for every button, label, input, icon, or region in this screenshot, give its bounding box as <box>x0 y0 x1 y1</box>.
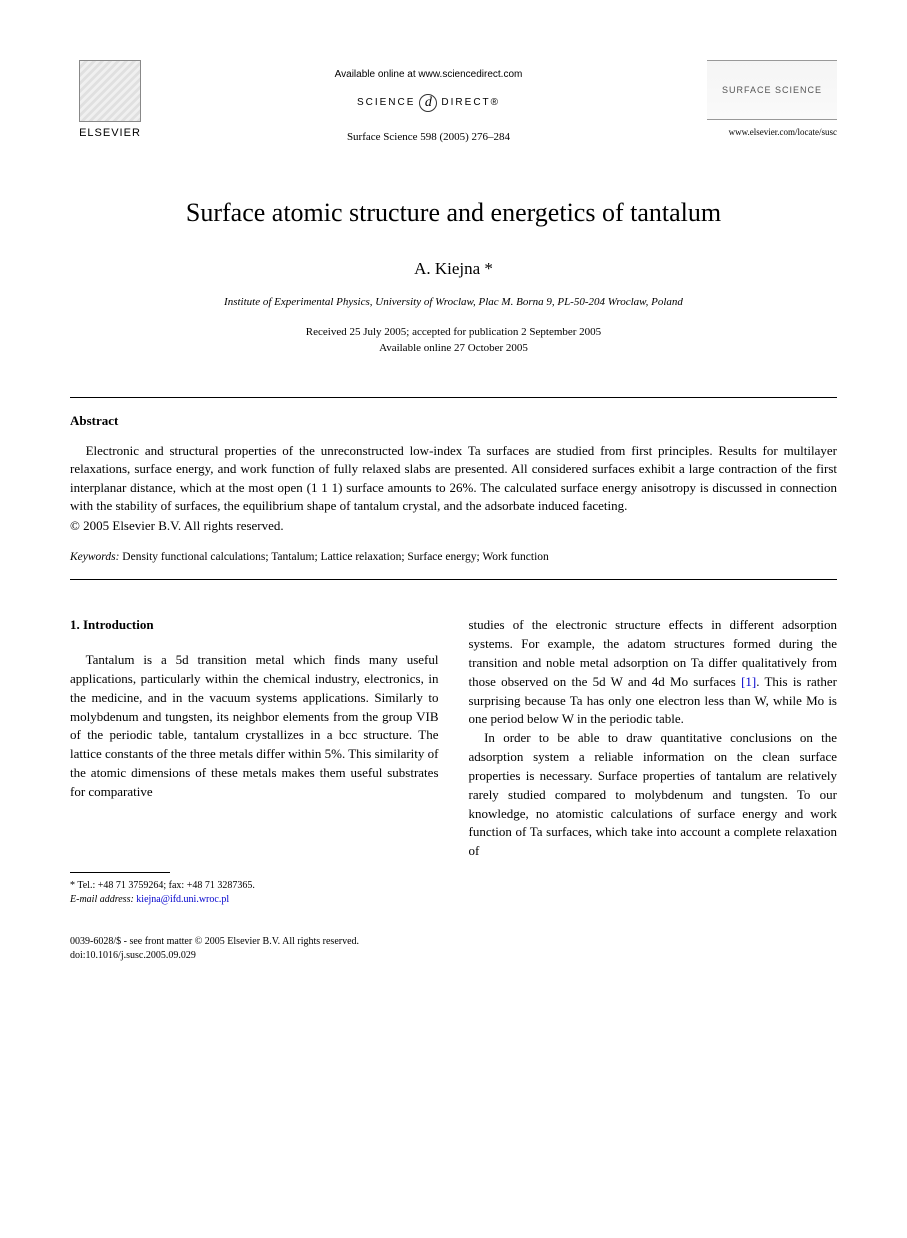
journal-box: SURFACE SCIENCE www.elsevier.com/locate/… <box>707 60 837 139</box>
affiliation: Institute of Experimental Physics, Unive… <box>70 295 837 310</box>
author-name: A. Kiejna * <box>70 257 837 281</box>
body-columns: 1. Introduction Tantalum is a 5d transit… <box>70 616 837 907</box>
email-link[interactable]: kiejna@ifd.uni.wroc.pl <box>136 894 229 905</box>
publisher-name: ELSEVIER <box>70 126 150 141</box>
corresponding-author-footnote: * Tel.: +48 71 3759264; fax: +48 71 3287… <box>70 879 439 907</box>
keywords-label: Keywords: <box>70 551 119 563</box>
footer-copyright: 0039-6028/$ - see front matter © 2005 El… <box>70 935 837 949</box>
sd-left: SCIENCE <box>357 96 415 110</box>
page-footer: 0039-6028/$ - see front matter © 2005 El… <box>70 935 837 963</box>
intro-paragraph-2: In order to be able to draw quantitative… <box>469 729 838 861</box>
journal-name: SURFACE SCIENCE <box>722 84 822 97</box>
email-label: E-mail address: <box>70 894 134 905</box>
email-line: E-mail address: kiejna@ifd.uni.wroc.pl <box>70 893 439 907</box>
keywords-text: Density functional calculations; Tantalu… <box>119 551 548 563</box>
intro-paragraph-1: Tantalum is a 5d transition metal which … <box>70 651 439 802</box>
available-online-text: Available online at www.sciencedirect.co… <box>150 68 707 82</box>
abstract-copyright: © 2005 Elsevier B.V. All rights reserved… <box>70 517 837 535</box>
dates-line1: Received 25 July 2005; accepted for publ… <box>306 326 601 338</box>
header-row: ELSEVIER Available online at www.science… <box>70 60 837 145</box>
sd-swirl-icon: d <box>419 94 437 112</box>
left-column: 1. Introduction Tantalum is a 5d transit… <box>70 616 439 907</box>
right-column: studies of the electronic structure effe… <box>469 616 838 907</box>
reference-link-1[interactable]: [1] <box>741 674 756 689</box>
center-header: Available online at www.sciencedirect.co… <box>150 60 707 145</box>
journal-logo: SURFACE SCIENCE <box>707 60 837 120</box>
footnote-separator <box>70 872 170 873</box>
divider <box>70 579 837 580</box>
divider <box>70 397 837 398</box>
article-dates: Received 25 July 2005; accepted for publ… <box>70 324 837 357</box>
elsevier-tree-icon <box>79 60 141 122</box>
contact-line: * Tel.: +48 71 3759264; fax: +48 71 3287… <box>70 879 439 893</box>
sd-right: DIRECT® <box>441 96 500 110</box>
article-title: Surface atomic structure and energetics … <box>70 195 837 231</box>
keywords: Keywords: Density functional calculation… <box>70 549 837 565</box>
abstract-heading: Abstract <box>70 412 837 430</box>
publisher-logo: ELSEVIER <box>70 60 150 141</box>
journal-url[interactable]: www.elsevier.com/locate/susc <box>707 126 837 139</box>
citation-text: Surface Science 598 (2005) 276–284 <box>150 130 707 145</box>
section-heading: 1. Introduction <box>70 616 439 635</box>
footer-doi: doi:10.1016/j.susc.2005.09.029 <box>70 949 837 963</box>
dates-line2: Available online 27 October 2005 <box>379 342 528 354</box>
intro-paragraph-1-cont: studies of the electronic structure effe… <box>469 616 838 729</box>
science-direct-logo: SCIENCE d DIRECT® <box>357 94 500 112</box>
abstract-text: Electronic and structural properties of … <box>70 442 837 515</box>
